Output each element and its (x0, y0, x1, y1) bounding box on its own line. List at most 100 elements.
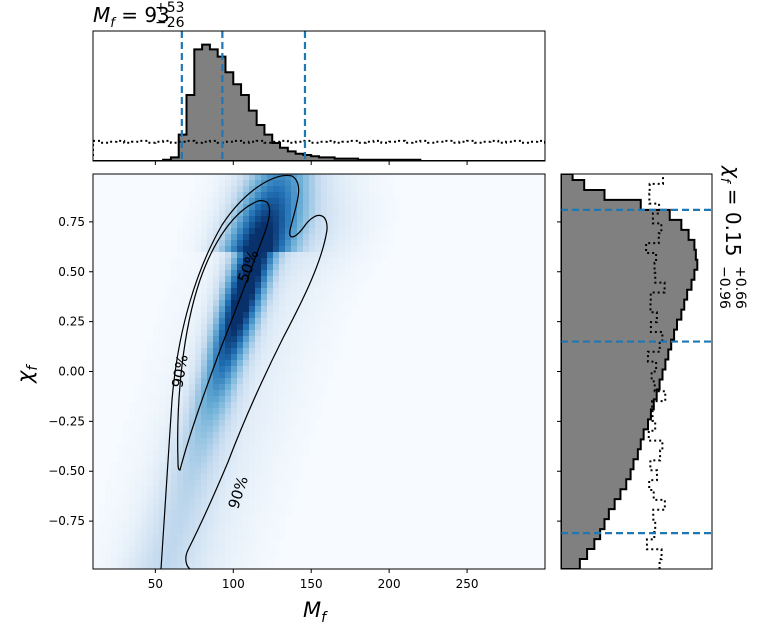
heatmap-cell (213, 180, 220, 187)
heatmap-cell (219, 330, 226, 337)
heatmap-cell (273, 408, 280, 415)
heatmap-cell (279, 462, 286, 469)
heatmap-cell (207, 336, 214, 343)
heatmap-cell (141, 528, 148, 535)
heatmap-cell (117, 498, 124, 505)
heatmap-cell (147, 414, 154, 421)
heatmap-cell (351, 246, 358, 253)
heatmap-cell (189, 552, 196, 559)
x-tick-label: 150 (300, 577, 323, 591)
heatmap-cell (267, 522, 274, 529)
heatmap-cell (219, 486, 226, 493)
y-tick-label: 0.50 (58, 265, 85, 279)
heatmap-cell (129, 408, 136, 415)
heatmap-cell (213, 372, 220, 379)
heatmap-cell (219, 468, 226, 475)
heatmap-cell (153, 342, 160, 349)
heatmap-cell (291, 366, 298, 373)
heatmap-cell (201, 510, 208, 517)
heatmap-cell (165, 342, 172, 349)
heatmap-cell (309, 378, 316, 385)
heatmap-cell (171, 294, 178, 301)
heatmap-cell (297, 306, 304, 313)
heatmap-cell (111, 462, 118, 469)
heatmap-cell (171, 528, 178, 535)
heatmap-cell (237, 426, 244, 433)
heatmap-cell (327, 288, 334, 295)
heatmap-cell (339, 312, 346, 319)
heatmap-cell (357, 198, 364, 205)
heatmap-cell (111, 528, 118, 535)
heatmap-cell (129, 516, 136, 523)
heatmap-cell (303, 402, 310, 409)
heatmap-cell (273, 240, 280, 247)
heatmap-cell (243, 408, 250, 415)
heatmap-cell (171, 342, 178, 349)
heatmap-cell (201, 540, 208, 547)
heatmap-cell (129, 504, 136, 511)
heatmap-cell (279, 402, 286, 409)
heatmap-cell (201, 306, 208, 313)
heatmap-cell (189, 342, 196, 349)
heatmap-cell (381, 186, 388, 193)
heatmap-cell (165, 288, 172, 295)
heatmap-cell (303, 252, 310, 259)
heatmap-cell (267, 234, 274, 241)
heatmap-cell (249, 426, 256, 433)
heatmap-cell (225, 510, 232, 517)
heatmap-cell (333, 300, 340, 307)
heatmap-cell (243, 240, 250, 247)
heatmap-cell (99, 522, 106, 529)
heatmap-cell (333, 354, 340, 361)
heatmap-cell (243, 492, 250, 499)
heatmap-cell (189, 270, 196, 277)
heatmap-cell (255, 300, 262, 307)
heatmap-cell (303, 426, 310, 433)
heatmap-cell (267, 288, 274, 295)
heatmap-cell (339, 294, 346, 301)
heatmap-cell (327, 366, 334, 373)
heatmap-cell (315, 330, 322, 337)
heatmap-cell (255, 438, 262, 445)
heatmap-cell (219, 528, 226, 535)
heatmap-cell (297, 336, 304, 343)
heatmap-cell (273, 228, 280, 235)
heatmap-cell (213, 228, 220, 235)
heatmap-cell (213, 276, 220, 283)
heatmap-cell (351, 210, 358, 217)
heatmap-cell (243, 318, 250, 325)
heatmap-cell (183, 258, 190, 265)
heatmap-cell (153, 468, 160, 475)
heatmap-cell (273, 396, 280, 403)
heatmap-cell (375, 210, 382, 217)
heatmap-cell (201, 438, 208, 445)
heatmap-cell (237, 384, 244, 391)
heatmap-cell (183, 324, 190, 331)
heatmap-cell (255, 180, 262, 187)
heatmap-cell (183, 522, 190, 529)
heatmap-cell (231, 516, 238, 523)
heatmap-cell (309, 420, 316, 427)
heatmap-cell (165, 318, 172, 325)
heatmap-cell (267, 312, 274, 319)
heatmap-cell (291, 426, 298, 433)
heatmap-cell (267, 198, 274, 205)
heatmap-cell (249, 450, 256, 457)
heatmap-cell (183, 384, 190, 391)
heatmap-cell (321, 192, 328, 199)
heatmap-cell (213, 324, 220, 331)
heatmap-cell (117, 546, 124, 553)
heatmap-cell (159, 516, 166, 523)
heatmap-cell (147, 372, 154, 379)
heatmap-cell (153, 546, 160, 553)
heatmap-cell (177, 306, 184, 313)
heatmap-cell (171, 258, 178, 265)
heatmap-cell (231, 534, 238, 541)
heatmap-cell (189, 462, 196, 469)
heatmap-cell (297, 294, 304, 301)
heatmap-cell (369, 180, 376, 187)
heatmap-cell (285, 234, 292, 241)
heatmap-cell (273, 354, 280, 361)
heatmap-cell (201, 480, 208, 487)
heatmap-cell (237, 258, 244, 265)
